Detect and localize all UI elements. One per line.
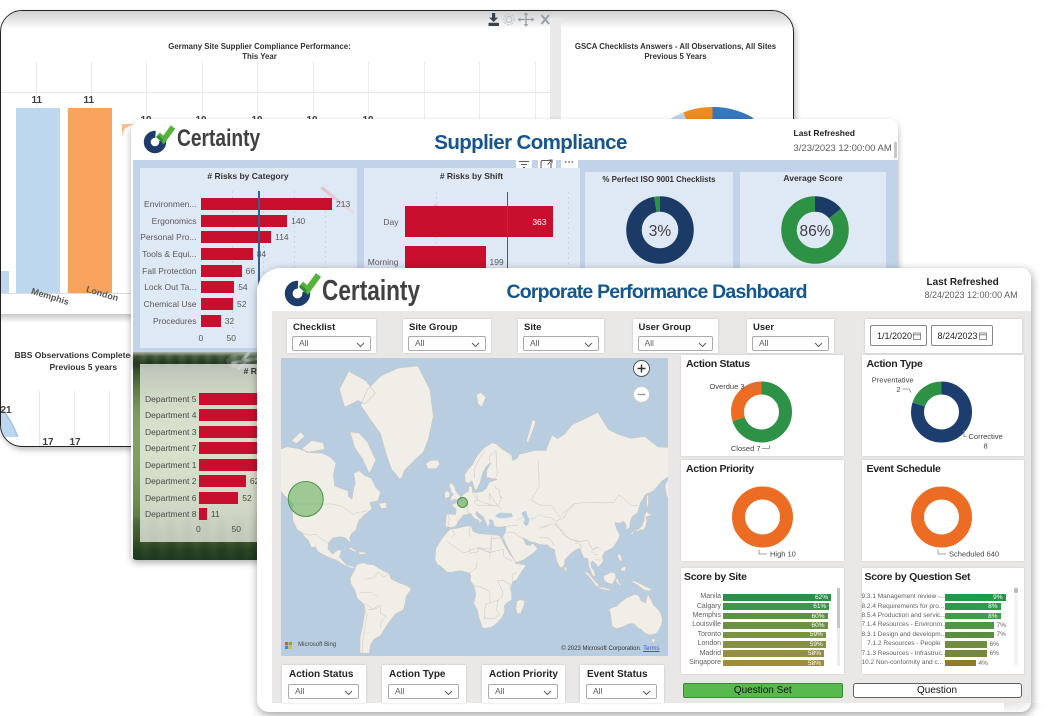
svg-text:3%: 3%	[648, 223, 671, 240]
svg-text:Overdue 3: Overdue 3	[709, 382, 744, 391]
svg-text:Preventative: Preventative	[871, 376, 913, 385]
svg-text:Closed 7: Closed 7	[731, 444, 761, 453]
svg-text:2: 2	[896, 385, 900, 394]
svg-text:Corrective: Corrective	[968, 432, 1002, 441]
svg-text:86%: 86%	[799, 223, 830, 240]
svg-text:8: 8	[983, 442, 987, 451]
svg-text:High 10: High 10	[770, 549, 796, 558]
svg-text:Scheduled 640: Scheduled 640	[949, 549, 999, 558]
